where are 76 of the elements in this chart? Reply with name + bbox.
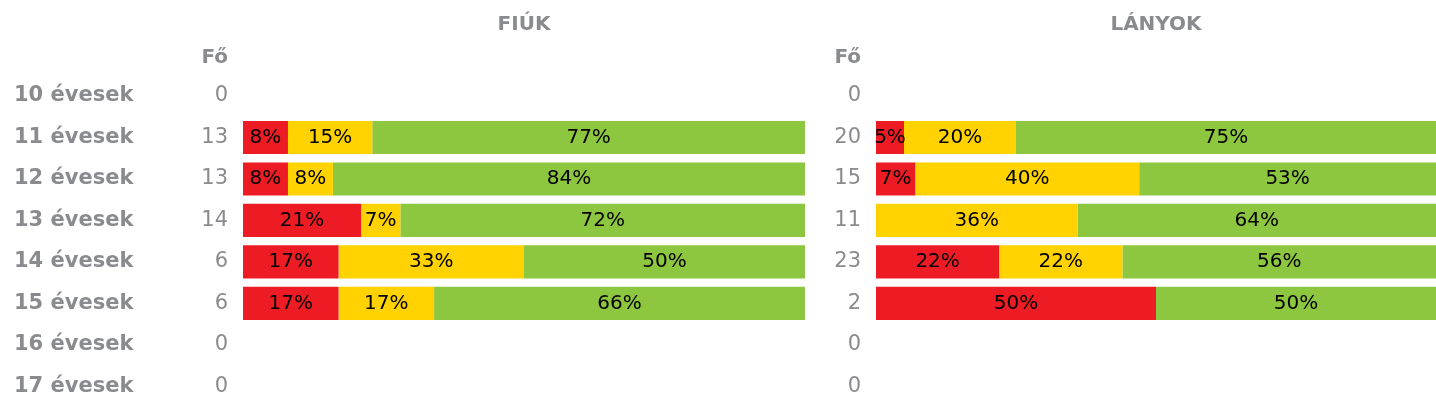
bar	[338, 286, 435, 321]
y2-tick-label: 2	[847, 289, 861, 314]
bar	[1016, 120, 1436, 155]
bar	[434, 286, 805, 321]
y2-tick-label: 0	[214, 372, 228, 397]
y-tick-label: 16 évesek	[14, 331, 135, 356]
y2-tick-label: 0	[214, 82, 228, 107]
data-label: 22%	[1038, 248, 1084, 273]
y2-tick-label: 0	[847, 82, 861, 107]
bar	[915, 162, 1140, 196]
bar	[243, 203, 362, 238]
data-label: 84%	[546, 165, 592, 190]
data-label: 53%	[1265, 165, 1310, 190]
y2-tick-label: 11	[834, 206, 861, 231]
data-label: 64%	[1234, 206, 1280, 231]
y2-tick-label: 13	[201, 123, 228, 148]
data-label: 15%	[307, 123, 353, 148]
bar	[1077, 203, 1436, 238]
bar	[372, 120, 805, 155]
data-label: 8%	[249, 165, 282, 190]
y2-axis-title: Fő	[834, 44, 861, 69]
data-label: 22%	[915, 248, 960, 273]
y-tick-label: 14 évesek	[14, 248, 135, 273]
bar	[332, 162, 805, 196]
y2-tick-label: 6	[214, 248, 228, 273]
data-label: 7%	[364, 206, 397, 231]
data-label: 8%	[294, 165, 327, 190]
y-tick-label: 17 évesek	[14, 372, 135, 397]
data-label: 66%	[597, 289, 642, 314]
data-label: 50%	[993, 289, 1039, 314]
y-tick-label: 13 évesek	[14, 206, 135, 231]
bar	[876, 245, 1000, 279]
y-tick-label: 11 évesek	[14, 123, 135, 148]
bar	[999, 245, 1123, 279]
bar	[1139, 162, 1436, 196]
data-label: 7%	[879, 165, 912, 190]
data-label: 77%	[566, 123, 611, 148]
data-label: 50%	[1273, 289, 1319, 314]
data-label: 20%	[937, 123, 983, 148]
chart-title: LÁNYOK	[1110, 11, 1204, 36]
data-label: 56%	[1256, 248, 1302, 273]
y2-tick-label: 0	[847, 331, 861, 356]
data-label: 50%	[642, 248, 687, 273]
data-label: 17%	[268, 289, 313, 314]
y2-tick-label: 0	[214, 331, 228, 356]
data-label: 40%	[1004, 165, 1050, 190]
bar	[1122, 245, 1436, 279]
y2-tick-label: 15	[834, 165, 861, 190]
bar	[876, 286, 1156, 321]
bar	[1156, 286, 1436, 321]
bar	[904, 120, 1016, 155]
data-label: 72%	[580, 206, 625, 231]
bar	[524, 245, 805, 279]
y2-tick-label: 0	[847, 372, 861, 397]
data-label: 17%	[364, 289, 409, 314]
bar	[243, 286, 339, 321]
y2-axis-title: Fő	[201, 44, 228, 69]
y-tick-label: 10 évesek	[14, 82, 135, 107]
data-label: 17%	[268, 248, 313, 273]
y2-tick-label: 23	[834, 248, 861, 273]
data-label: 36%	[954, 206, 1000, 231]
data-label: 33%	[409, 248, 454, 273]
y-tick-label: 12 évesek	[14, 165, 135, 190]
bar	[243, 245, 339, 279]
y-tick-label: 15 évesek	[14, 289, 135, 314]
bar	[400, 203, 805, 238]
data-label: 8%	[249, 123, 282, 148]
bar	[876, 203, 1078, 238]
y2-tick-label: 13	[201, 165, 228, 190]
y2-tick-label: 14	[201, 206, 228, 231]
data-label: 21%	[279, 206, 325, 231]
y2-tick-label: 20	[834, 123, 861, 148]
bar	[338, 245, 524, 279]
chart-title: FIÚK	[497, 11, 552, 36]
y2-tick-label: 6	[214, 289, 228, 314]
data-label: 75%	[1203, 123, 1249, 148]
